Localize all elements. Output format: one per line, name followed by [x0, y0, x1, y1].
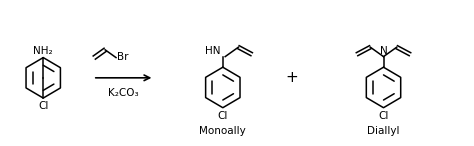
Text: Cl: Cl [218, 111, 228, 121]
Text: Diallyl: Diallyl [367, 126, 400, 136]
Text: +: + [285, 70, 298, 85]
Text: Monoally: Monoally [200, 126, 246, 136]
Text: Cl: Cl [378, 111, 389, 121]
Text: HN: HN [205, 46, 220, 56]
Text: Br: Br [118, 52, 129, 62]
Text: K₂CO₃: K₂CO₃ [108, 88, 139, 98]
Text: NH₂: NH₂ [33, 46, 53, 56]
Text: Cl: Cl [38, 101, 48, 111]
Text: N: N [380, 46, 387, 56]
